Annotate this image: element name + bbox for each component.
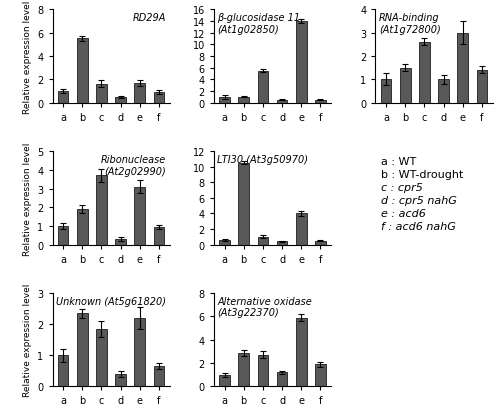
Text: a : WT: a : WT: [382, 157, 416, 166]
Bar: [277, 101, 287, 103]
Bar: [315, 364, 326, 387]
Text: b : WT-drought: b : WT-drought: [382, 169, 464, 180]
Bar: [238, 97, 249, 103]
Bar: [315, 241, 326, 245]
Bar: [296, 318, 306, 387]
Bar: [58, 355, 68, 387]
Text: Alternative oxidase
(At3g22370): Alternative oxidase (At3g22370): [218, 296, 312, 318]
Text: e : acd6: e : acd6: [382, 209, 426, 218]
Y-axis label: Relative expression level: Relative expression level: [22, 283, 32, 396]
Bar: [96, 176, 106, 245]
Bar: [238, 353, 249, 387]
Bar: [58, 92, 68, 103]
Bar: [400, 68, 410, 103]
Bar: [220, 240, 230, 245]
Bar: [458, 34, 468, 103]
Bar: [77, 209, 88, 245]
Bar: [154, 366, 164, 387]
Text: d : cpr5 nahG: d : cpr5 nahG: [382, 196, 457, 206]
Bar: [116, 374, 126, 387]
Bar: [258, 71, 268, 103]
Text: β-glucosidase 11
(At1g02850): β-glucosidase 11 (At1g02850): [218, 13, 300, 35]
Text: RNA-binding
(At1g72800): RNA-binding (At1g72800): [379, 13, 440, 35]
Bar: [134, 83, 145, 103]
Bar: [258, 355, 268, 387]
Bar: [96, 329, 106, 387]
Bar: [134, 318, 145, 387]
Text: RD29A: RD29A: [132, 13, 166, 23]
Bar: [77, 314, 88, 387]
Text: Unknown (At5g61820): Unknown (At5g61820): [56, 296, 166, 306]
Text: c : cpr5: c : cpr5: [382, 182, 423, 193]
Bar: [116, 97, 126, 103]
Bar: [220, 375, 230, 387]
Text: LTI30 (At3g50970): LTI30 (At3g50970): [218, 155, 308, 164]
Bar: [277, 373, 287, 387]
Bar: [476, 71, 487, 103]
Bar: [77, 39, 88, 103]
Bar: [238, 164, 249, 245]
Bar: [296, 214, 306, 245]
Bar: [381, 80, 392, 103]
Y-axis label: Relative expression level: Relative expression level: [22, 142, 32, 255]
Bar: [220, 97, 230, 103]
Text: f : acd6 nahG: f : acd6 nahG: [382, 222, 456, 231]
Bar: [58, 226, 68, 245]
Bar: [277, 242, 287, 245]
Bar: [315, 101, 326, 103]
Bar: [96, 85, 106, 103]
Y-axis label: Relative expression level: Relative expression level: [22, 0, 32, 113]
Bar: [116, 239, 126, 245]
Bar: [154, 227, 164, 245]
Bar: [134, 187, 145, 245]
Bar: [154, 93, 164, 103]
Text: Ribonuclease
(At2g02990): Ribonuclease (At2g02990): [101, 155, 166, 176]
Bar: [296, 22, 306, 103]
Bar: [258, 237, 268, 245]
Bar: [438, 80, 449, 103]
Bar: [419, 43, 430, 103]
